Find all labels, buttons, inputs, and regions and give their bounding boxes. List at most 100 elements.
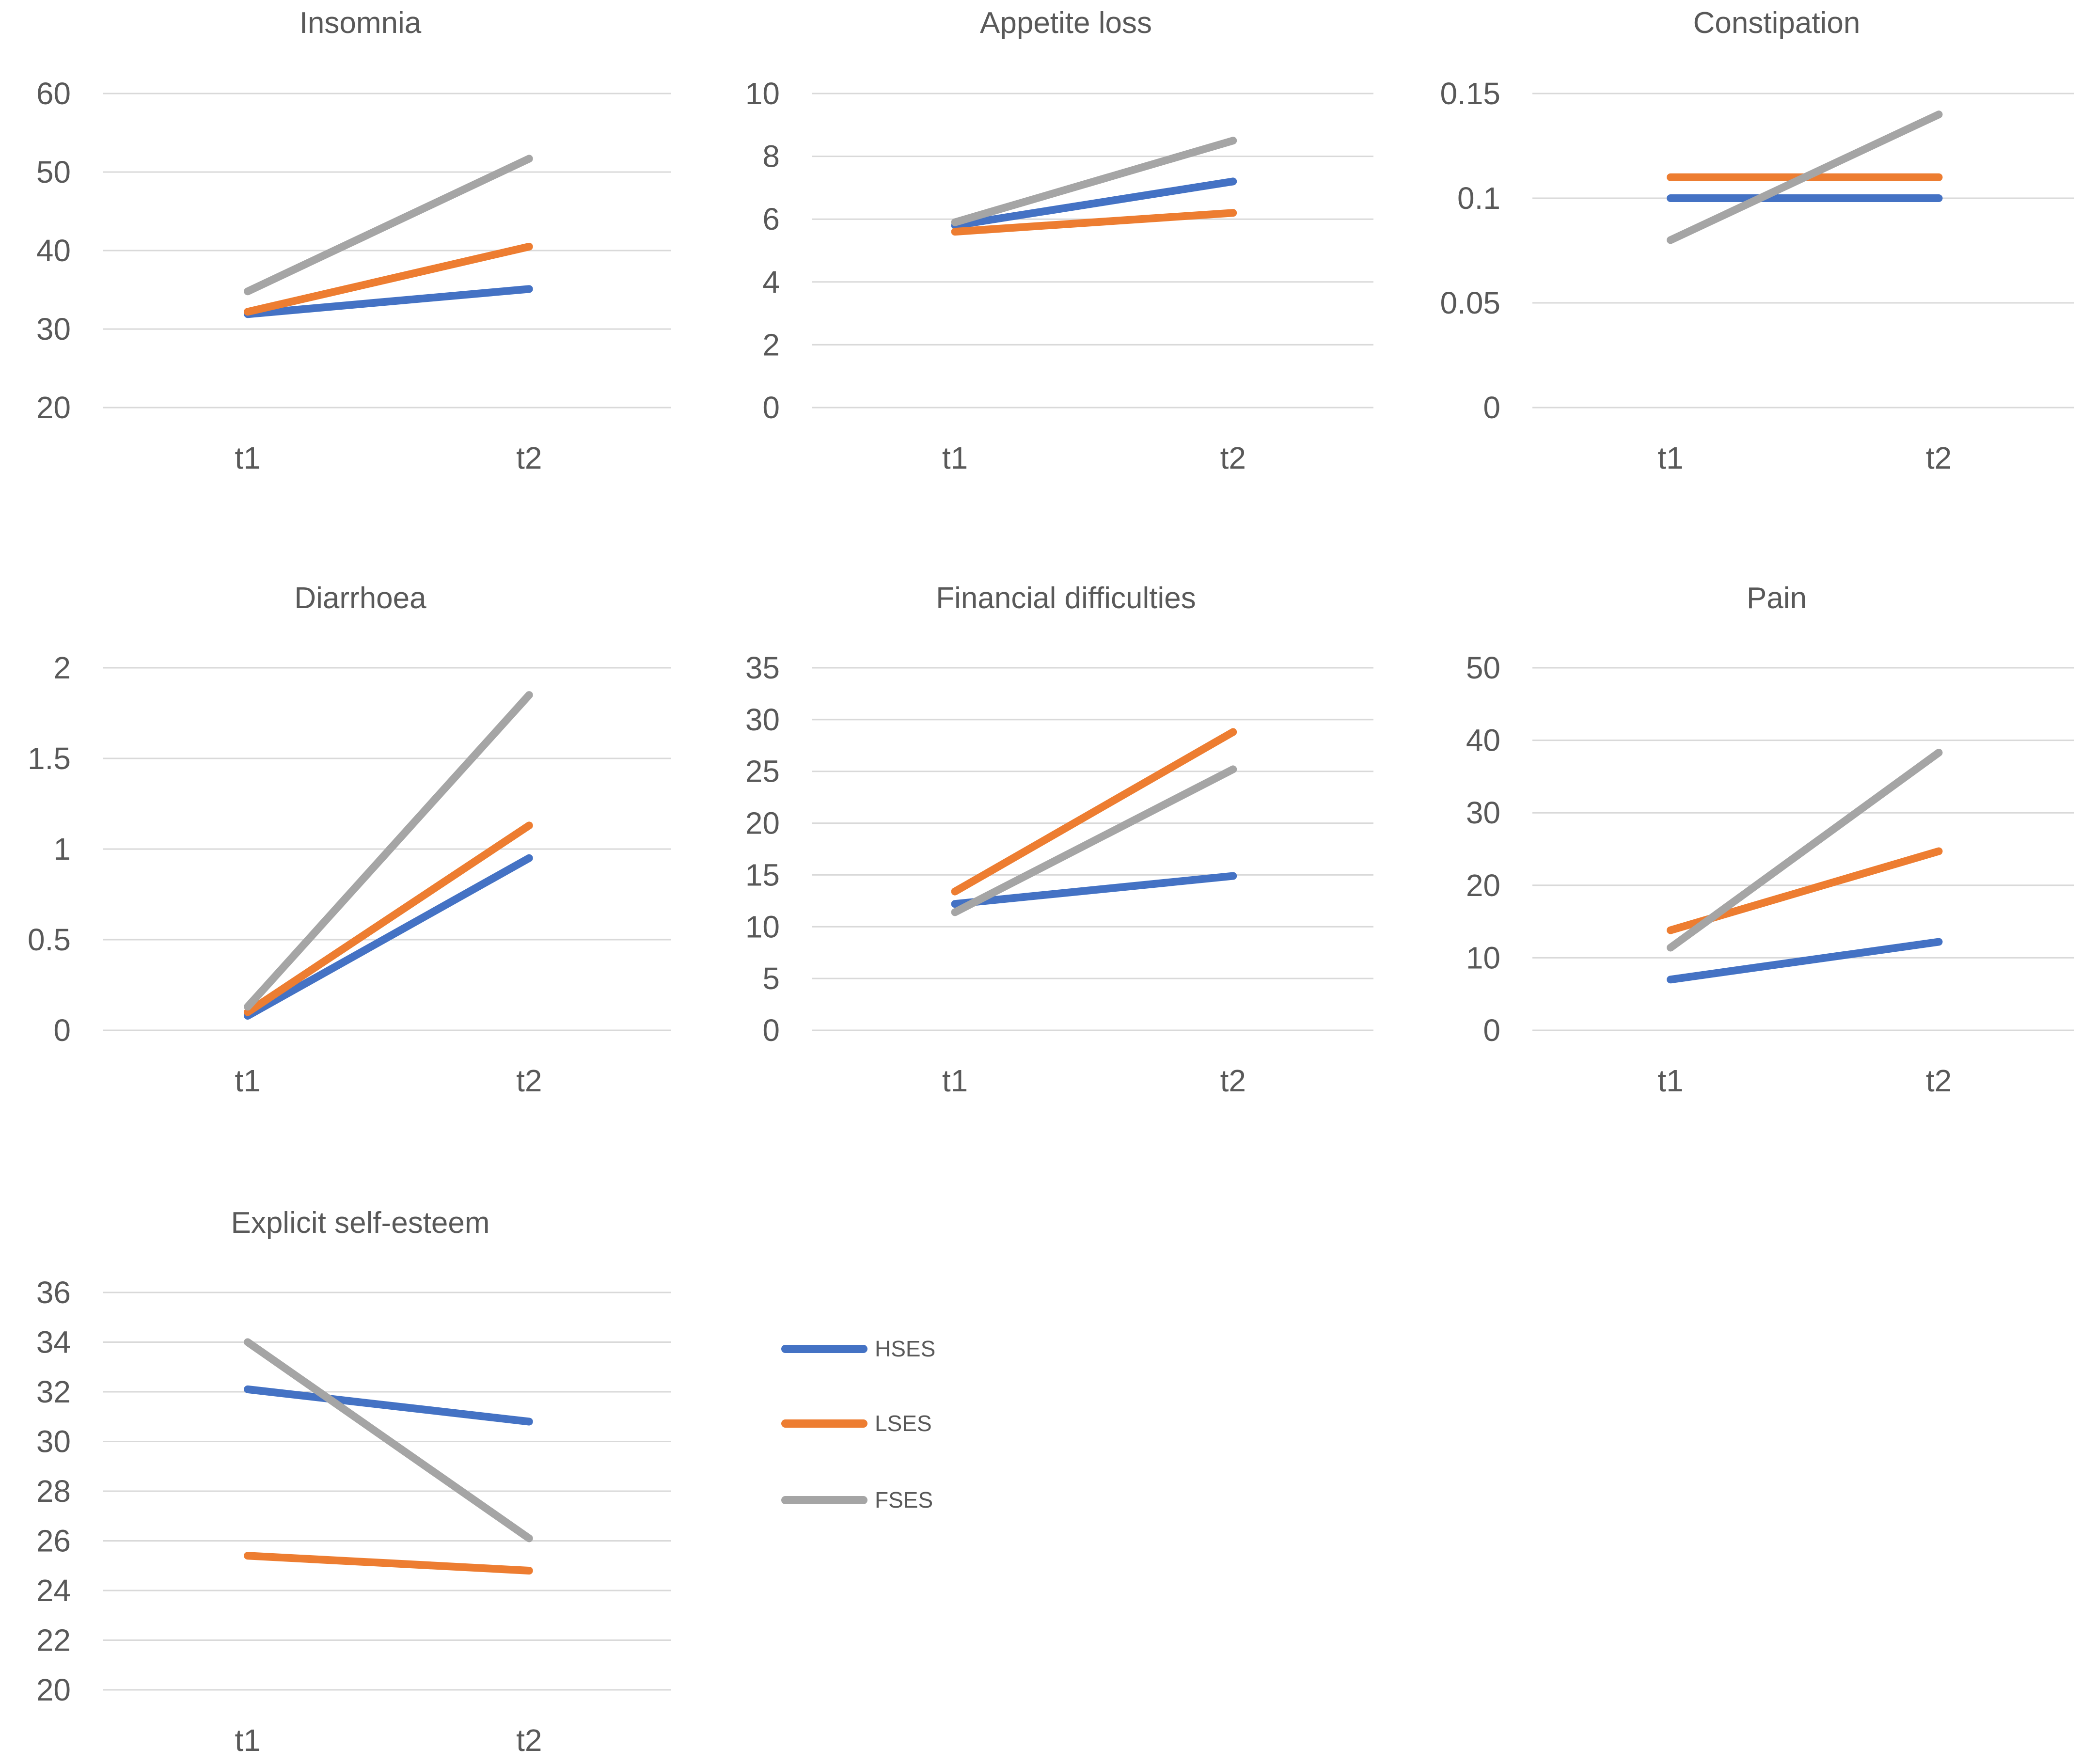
legend-label-lses: LSES: [875, 1411, 932, 1436]
y-tick-label: 24: [36, 1573, 71, 1608]
y-tick-label: 30: [1466, 795, 1500, 830]
y-tick-label: 0.5: [28, 922, 71, 957]
chart-title-explicit-self-esteem: Explicit self-esteem: [231, 1206, 490, 1240]
x-category-label: t2: [516, 441, 542, 475]
legend-swatch-lses: [781, 1419, 867, 1428]
chart-title-diarrhoea: Diarrhoea: [294, 582, 426, 615]
y-tick-label: 10: [1466, 940, 1500, 975]
y-tick-label: 15: [745, 857, 780, 892]
y-tick-label: 0.1: [1457, 181, 1500, 216]
legend-item-fses: FSES: [781, 1481, 933, 1518]
series-line-lses: [244, 1552, 533, 1575]
series-line-fses: [244, 691, 533, 1011]
x-category-label: t2: [516, 1063, 542, 1098]
y-tick-label: 30: [36, 312, 71, 346]
x-category-label: t1: [1657, 1063, 1683, 1098]
x-category-label: t1: [235, 441, 260, 475]
y-tick-label: 0: [53, 1013, 71, 1048]
legend-item-lses: LSES: [781, 1405, 932, 1442]
chart-title-financial-difficulties: Financial difficulties: [936, 582, 1196, 615]
y-tick-label: 26: [36, 1524, 71, 1559]
y-tick-label: 35: [745, 650, 780, 685]
y-tick-label: 36: [36, 1275, 71, 1310]
y-tick-label: 30: [36, 1424, 71, 1459]
y-tick-label: 2: [53, 650, 71, 685]
chart-financial-difficulties: 0 5 10 15 20 25 30 35 t1 t2: [745, 650, 1373, 1098]
series-line-lses: [951, 209, 1237, 236]
y-tick-label: 40: [36, 233, 71, 268]
series-line-lses: [244, 821, 533, 1016]
chart-title-insomnia: Insomnia: [299, 6, 422, 40]
chart-explicit-self-esteem: 20 22 24 26 28 30 32 34 36 t1 t2: [36, 1275, 671, 1758]
y-tick-label: 10: [745, 909, 780, 944]
y-tick-label: 60: [36, 76, 71, 111]
y-tick-label: 0.15: [1440, 76, 1500, 111]
series-line-hses: [951, 177, 1237, 230]
series-line-hses: [1667, 938, 1943, 984]
y-tick-label: 22: [36, 1623, 71, 1658]
y-tick-label: 50: [36, 155, 71, 189]
chart-appetite-loss: 0 2 4 6 8 10 t1 t2: [745, 76, 1373, 475]
y-tick-label: 20: [36, 1672, 71, 1707]
y-tick-label: 0: [762, 390, 780, 425]
chart-insomnia: 20 30 40 50 60 t1 t2: [36, 76, 671, 475]
x-category-label: t2: [1220, 441, 1246, 475]
y-tick-label: 25: [745, 754, 780, 789]
y-tick-label: 34: [36, 1325, 71, 1360]
x-category-label: t2: [1220, 1063, 1246, 1098]
series-line-hses: [951, 872, 1237, 908]
y-tick-label: 0: [1483, 1013, 1500, 1048]
series-line-lses: [951, 728, 1237, 896]
y-tick-label: 2: [762, 327, 780, 362]
x-category-label: t1: [942, 441, 968, 475]
chart-title-appetite-loss: Appetite loss: [980, 6, 1152, 40]
y-tick-label: 0: [1483, 390, 1500, 425]
y-tick-label: 0.05: [1440, 285, 1500, 320]
chart-title-pain: Pain: [1746, 582, 1807, 615]
y-tick-label: 1.5: [28, 741, 71, 776]
series-line-fses: [244, 1338, 533, 1543]
series-line-hses: [244, 1385, 533, 1426]
y-tick-label: 50: [1466, 650, 1500, 685]
y-tick-label: 20: [36, 390, 71, 425]
y-tick-label: 1: [53, 832, 71, 866]
y-tick-label: 6: [762, 202, 780, 236]
x-category-label: t2: [1926, 441, 1952, 475]
chart-constipation: 0 0.05 0.1 0.15 t1 t2: [1440, 76, 2074, 475]
y-tick-label: 40: [1466, 723, 1500, 758]
series-line-fses: [951, 765, 1237, 916]
series-line-fses: [951, 137, 1237, 226]
series-line-fses: [244, 155, 533, 296]
chart-title-constipation: Constipation: [1693, 6, 1860, 40]
y-tick-label: 5: [762, 961, 780, 996]
y-tick-label: 30: [745, 702, 780, 737]
y-tick-label: 10: [745, 76, 780, 111]
legend-label-fses: FSES: [875, 1487, 933, 1512]
series-line-fses: [1667, 749, 1943, 952]
chart-pain: 0 10 20 30 40 50 t1 t2: [1466, 650, 2074, 1098]
y-tick-label: 20: [745, 806, 780, 841]
x-category-label: t1: [942, 1063, 968, 1098]
x-category-label: t2: [1926, 1063, 1952, 1098]
series-line-lses: [244, 242, 533, 316]
x-category-label: t2: [516, 1723, 542, 1758]
y-tick-label: 32: [36, 1374, 71, 1409]
x-category-label: t1: [235, 1723, 260, 1758]
y-tick-label: 8: [762, 139, 780, 174]
y-tick-label: 0: [762, 1013, 780, 1048]
series-line-fses: [1667, 110, 1943, 244]
x-category-label: t1: [235, 1063, 260, 1098]
y-tick-label: 28: [36, 1474, 71, 1509]
legend-label-hses: HSES: [875, 1336, 936, 1361]
series-line-hses: [244, 854, 533, 1020]
y-tick-label: 20: [1466, 868, 1500, 903]
legend-swatch-hses: [781, 1344, 867, 1353]
series-line-hses: [244, 285, 533, 318]
x-category-label: t1: [1657, 441, 1683, 475]
legend-swatch-fses: [781, 1496, 867, 1504]
legend-item-hses: HSES: [781, 1330, 935, 1367]
chart-diarrhoea: 0 0.5 1 1.5 2 t1 t2: [28, 650, 671, 1098]
y-tick-label: 4: [762, 265, 780, 299]
